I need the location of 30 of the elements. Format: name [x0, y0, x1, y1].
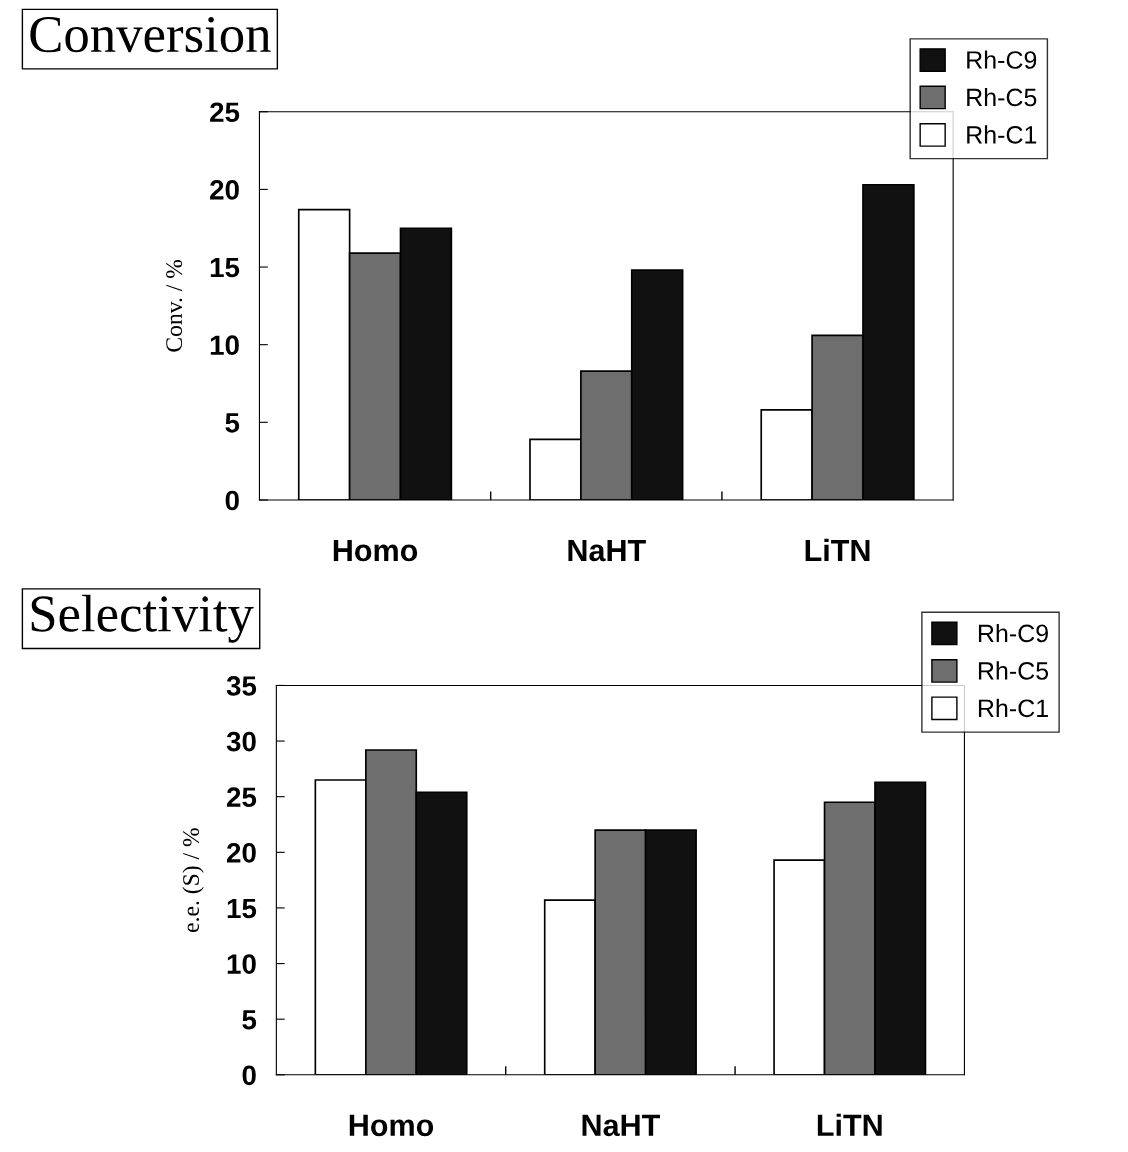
legend-label: Rh-C1 — [967, 125, 1037, 144]
y-tick-label: 25 — [226, 787, 257, 808]
chart-title: Selectivity — [31, 594, 254, 643]
x-tick-label: NaHT — [568, 539, 646, 562]
y-tick-label: 0 — [242, 1065, 256, 1086]
legend-label: Rh-C1 — [978, 698, 1048, 718]
y-axis-title: e.e. (S) / % — [182, 828, 204, 932]
y-tick-label: 20 — [226, 842, 256, 863]
y-tick-label: 35 — [226, 676, 257, 696]
legend-label: Rh-C5 — [978, 661, 1049, 680]
x-tick-label: Homo — [349, 1114, 434, 1137]
y-tick-label: 5 — [225, 413, 240, 433]
y-tick-label: 15 — [227, 898, 257, 919]
chart-title: Conversion — [30, 16, 271, 53]
y-tick-label: 10 — [210, 335, 239, 356]
y-tick-label: 20 — [210, 180, 239, 200]
y-tick-label: 0 — [225, 490, 239, 511]
x-tick-label: Homo — [333, 539, 418, 562]
y-tick-label: 30 — [226, 731, 256, 752]
x-tick-label: LiTN — [817, 1113, 882, 1136]
x-tick-label: NaHT — [582, 1114, 660, 1137]
y-tick-label: 10 — [227, 954, 256, 974]
y-tick-label: 5 — [242, 1010, 257, 1030]
y-tick-label: 25 — [210, 102, 240, 123]
legend-label: Rh-C5 — [967, 87, 1037, 107]
legend-label: Rh-C9 — [967, 50, 1037, 69]
y-axis-title: Conv. / % — [166, 259, 183, 352]
legend-label: Rh-C9 — [978, 623, 1048, 643]
x-tick-label: LiTN — [805, 538, 870, 561]
y-tick-label: 15 — [210, 257, 240, 278]
